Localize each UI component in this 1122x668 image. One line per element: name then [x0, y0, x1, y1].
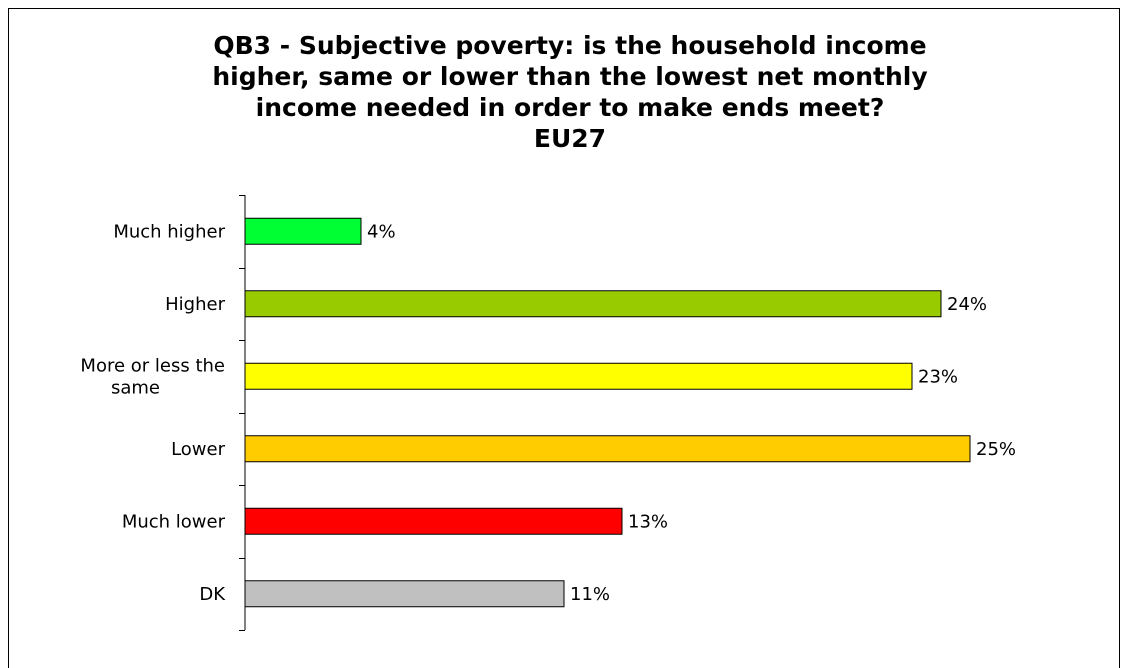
bar — [244, 580, 565, 608]
category-label-line: Much lower — [122, 511, 226, 532]
plot-area: 4% Much higher 24% Higher 23% More or less th… — [80, 195, 1016, 631]
data-label: 25% — [976, 439, 1016, 460]
chart-title-line-3: income needed in order to make ends meet… — [255, 93, 885, 122]
category-label: Lower — [171, 439, 226, 460]
category-label: Much higher — [113, 221, 225, 242]
data-label: 4% — [367, 221, 396, 242]
category-label: DK — [199, 584, 226, 605]
chart-frame — [8, 8, 1120, 668]
category-label: More or less the same — [80, 355, 225, 398]
category-label-line: More or less the — [80, 355, 225, 376]
category-label-line: DK — [199, 584, 226, 605]
category-label-line: Much higher — [113, 221, 225, 242]
bar — [244, 290, 942, 318]
bar — [244, 362, 913, 390]
chart-title-line-2: higher, same or lower than the lowest ne… — [212, 62, 928, 91]
category-label-line: Lower — [171, 439, 226, 460]
bar — [244, 507, 623, 535]
bar — [244, 217, 362, 245]
data-label: 23% — [918, 366, 958, 387]
chart-title-line-1: QB3 - Subjective poverty: is the househo… — [213, 31, 927, 60]
category-label-line: Higher — [165, 294, 225, 315]
category-label-line: same — [111, 377, 160, 398]
category-label: Much lower — [122, 511, 226, 532]
category-label: Higher — [165, 294, 225, 315]
bar-chart: 4% Much higher 24% Higher 23% More or less th… — [80, 195, 1016, 631]
chart-title-line-4: EU27 — [533, 124, 607, 153]
data-label: 24% — [947, 294, 987, 315]
data-label: 13% — [628, 511, 668, 532]
bar — [244, 435, 971, 463]
chart-title: QB3 - Subjective poverty: is the househo… — [150, 30, 990, 154]
data-label: 11% — [570, 584, 610, 605]
